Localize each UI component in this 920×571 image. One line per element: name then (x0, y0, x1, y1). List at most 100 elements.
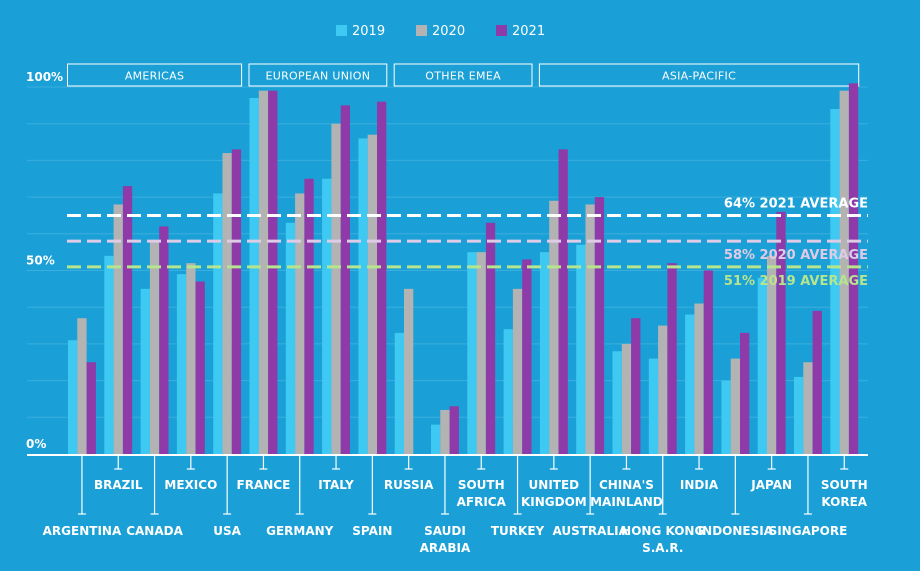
country-label: AFRICA (457, 495, 507, 509)
bar-2020-south-africa (476, 252, 486, 454)
bar-2019-france (249, 98, 259, 454)
y-tick-label: 100% (26, 70, 63, 84)
country-label: TURKEY (491, 524, 545, 538)
bar-2019-saudi-arabia (431, 424, 441, 454)
country-label: BRAZIL (94, 478, 143, 492)
bar-2021-south-korea (848, 83, 859, 454)
bar-2020-singapore (803, 362, 813, 454)
average-label: 51% 2019 AVERAGE (724, 274, 868, 289)
bar-2020-hong-kong-s-a-r- (658, 325, 668, 454)
country-label: SINGAPORE (769, 524, 848, 538)
bar-2019-russia (394, 332, 404, 454)
bar-2019-argentina (68, 340, 78, 454)
bar-2020-turkey (512, 288, 523, 454)
bar-2021-singapore (812, 310, 822, 454)
country-label: INDONESIA (698, 524, 774, 538)
y-tick-label: 50% (26, 254, 55, 268)
region-header-box (393, 63, 533, 87)
country-label: MEXICO (164, 478, 217, 492)
country-label: MAINLAND (590, 495, 663, 509)
bar-2021-hong-kong-s-a-r- (667, 263, 677, 454)
average-lines: 64% 2021 AVERAGE 58% 2020 AVERAGE 51% 2019… (67, 196, 868, 289)
bar-2021-germany (304, 178, 314, 454)
bar-2019-canada (140, 288, 150, 454)
bar-2021-indonesia (740, 332, 750, 454)
bars (68, 83, 859, 455)
country-label: KINGDOM (521, 495, 587, 509)
country-label: KOREA (821, 495, 867, 509)
bar-2019-indonesia (721, 380, 731, 454)
country-label: SAUDI (424, 524, 466, 538)
bar-2019-italy (322, 178, 332, 454)
y-axis: 100% 50% 0% (26, 70, 868, 456)
bar-2019-india (685, 314, 695, 454)
bar-2019-china-s-mainland (612, 351, 622, 454)
region-header-label: EUROPEAN UNION (266, 70, 371, 83)
country-label: RUSSIA (384, 478, 434, 492)
bar-2020-south-korea (839, 90, 849, 455)
country-label: CANADA (126, 524, 183, 538)
country-label: INDIA (680, 478, 719, 492)
legend: 2019 2020 2021 (336, 24, 545, 39)
bar-2021-brazil (122, 186, 133, 454)
country-label: SPAIN (352, 524, 392, 538)
average-label: 64% 2021 AVERAGE (724, 196, 868, 211)
legend-label-2020: 2020 (432, 24, 465, 39)
region-header-label: ASIA-PACIFIC (662, 70, 736, 83)
bar-2021-japan (776, 211, 786, 454)
bar-2019-singapore (794, 376, 804, 454)
bar-2020-usa (222, 153, 232, 454)
bar-2021-argentina (86, 362, 96, 454)
x-axis: ARGENTINA BRAZIL CANADA MEXICO USA FRANCE GERM… (43, 455, 868, 555)
legend-label-2021: 2021 (512, 24, 545, 39)
bar-2019-mexico (176, 274, 187, 454)
bar-2019-japan (757, 277, 767, 454)
bar-2021-usa (231, 149, 242, 454)
average-label: 58% 2020 AVERAGE (724, 248, 868, 263)
bar-2020-china-s-mainland (621, 343, 632, 454)
region-header-label: AMERICAS (125, 70, 184, 83)
bar-2021-saudi-arabia (449, 406, 459, 454)
country-label: AUSTRALIA (552, 524, 628, 538)
bar-2021-south-africa (485, 222, 496, 454)
bar-2019-germany (285, 222, 296, 454)
bar-2020-argentina (77, 318, 87, 454)
bar-2020-india (694, 303, 704, 454)
bar-2021-united-kingdom (558, 149, 568, 454)
bar-2019-south-korea (830, 109, 840, 455)
bar-2019-australia (576, 244, 586, 454)
region-header-box (67, 63, 243, 87)
bar-2020-japan (767, 255, 777, 454)
bar-2020-italy (331, 123, 341, 454)
bar-2019-spain (358, 138, 368, 454)
bar-2021-canada (159, 226, 169, 454)
bar-2020-canada (149, 241, 160, 454)
bar-2019-united-kingdom (539, 252, 550, 454)
legend-swatch-2019 (336, 25, 347, 36)
legend-swatch-2021 (496, 25, 507, 36)
bar-2020-mexico (186, 263, 196, 454)
country-label: JAPAN (750, 478, 792, 492)
bar-2020-saudi-arabia (440, 409, 450, 454)
bar-2021-india (703, 270, 713, 454)
country-label: SOUTH (821, 478, 868, 492)
country-label: FRANCE (237, 478, 291, 492)
country-label: GERMANY (266, 524, 334, 538)
legend-label-2019: 2019 (352, 24, 385, 39)
bar-2021-china-s-mainland (631, 318, 641, 454)
bar-2021-spain (377, 101, 387, 455)
bar-2020-united-kingdom (549, 200, 559, 454)
bar-2019-turkey (503, 329, 513, 454)
country-label: ITALY (318, 478, 354, 492)
bar-2020-brazil (113, 204, 123, 454)
country-label: CHINA'S (599, 478, 654, 492)
bar-2019-brazil (104, 255, 114, 454)
country-label: S.A.R. (642, 541, 683, 555)
bar-2019-usa (213, 193, 223, 454)
bar-2019-hong-kong-s-a-r- (648, 358, 659, 454)
country-label: ARGENTINA (43, 524, 122, 538)
bar-2020-australia (585, 204, 595, 454)
country-label: UNITED (529, 478, 580, 492)
region-header-box (248, 63, 388, 87)
